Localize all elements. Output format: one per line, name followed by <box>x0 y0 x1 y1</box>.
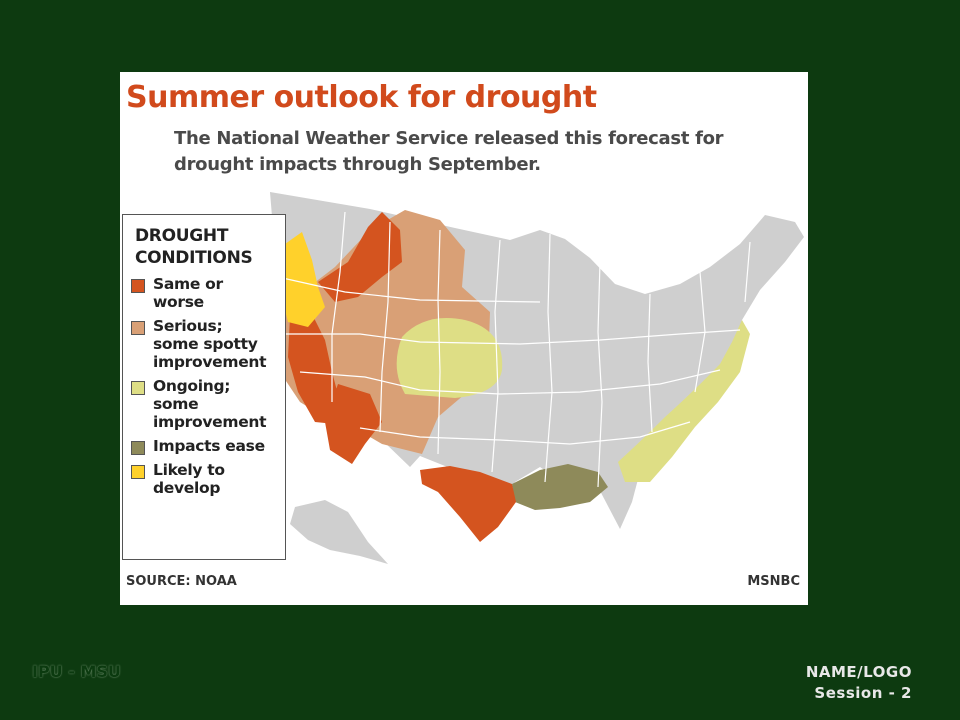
legend-label: Serious; some spotty improvement <box>153 317 267 371</box>
footer-logo-text: NAME/LOGO <box>805 663 912 681</box>
footer-session: Session - 2 <box>814 684 912 702</box>
legend-swatch <box>131 465 145 479</box>
drought-outlook-figure: Summer outlook for drought The National … <box>120 72 808 605</box>
legend-swatch <box>131 279 145 293</box>
region-likely-develop <box>280 232 325 327</box>
source-note: SOURCE: NOAA <box>126 574 237 589</box>
legend-item-same-or-worse: Same or worse <box>131 275 277 311</box>
region-same-worse-southwest <box>325 384 382 464</box>
legend-swatch <box>131 441 145 455</box>
legend-swatch <box>131 321 145 335</box>
legend-label: Impacts ease <box>153 437 265 455</box>
legend-label: Likely to develop <box>153 461 225 497</box>
legend-item-impacts-ease: Impacts ease <box>131 437 277 455</box>
legend-item-ongoing: Ongoing; some improvement <box>131 377 277 431</box>
region-impacts-ease <box>512 464 608 510</box>
credit-note: MSNBC <box>747 574 800 589</box>
legend-heading: DROUGHT CONDITIONS <box>135 226 253 268</box>
footer-right: NAME/LOGO Session - 2 <box>806 662 912 704</box>
region-ongoing-central <box>396 318 503 398</box>
region-same-worse-nevada <box>288 314 340 424</box>
map-title: Summer outlook for drought <box>126 80 597 115</box>
legend-label: Same or worse <box>153 275 223 311</box>
region-same-worse-texas <box>420 466 516 542</box>
map-subtitle: The National Weather Service released th… <box>174 128 724 175</box>
footer-ipu-msu: IPU - MSU <box>32 662 121 681</box>
legend: DROUGHT CONDITIONS Same or worse Serious… <box>122 214 286 560</box>
legend-item-likely-to-develop: Likely to develop <box>131 461 277 497</box>
us-drought-map <box>270 192 804 564</box>
legend-item-serious: Serious; some spotty improvement <box>131 317 277 371</box>
legend-swatch <box>131 381 145 395</box>
state-borders <box>277 211 751 488</box>
region-ongoing-southeast <box>618 320 750 482</box>
legend-label: Ongoing; some improvement <box>153 377 267 431</box>
alaska <box>290 500 388 564</box>
